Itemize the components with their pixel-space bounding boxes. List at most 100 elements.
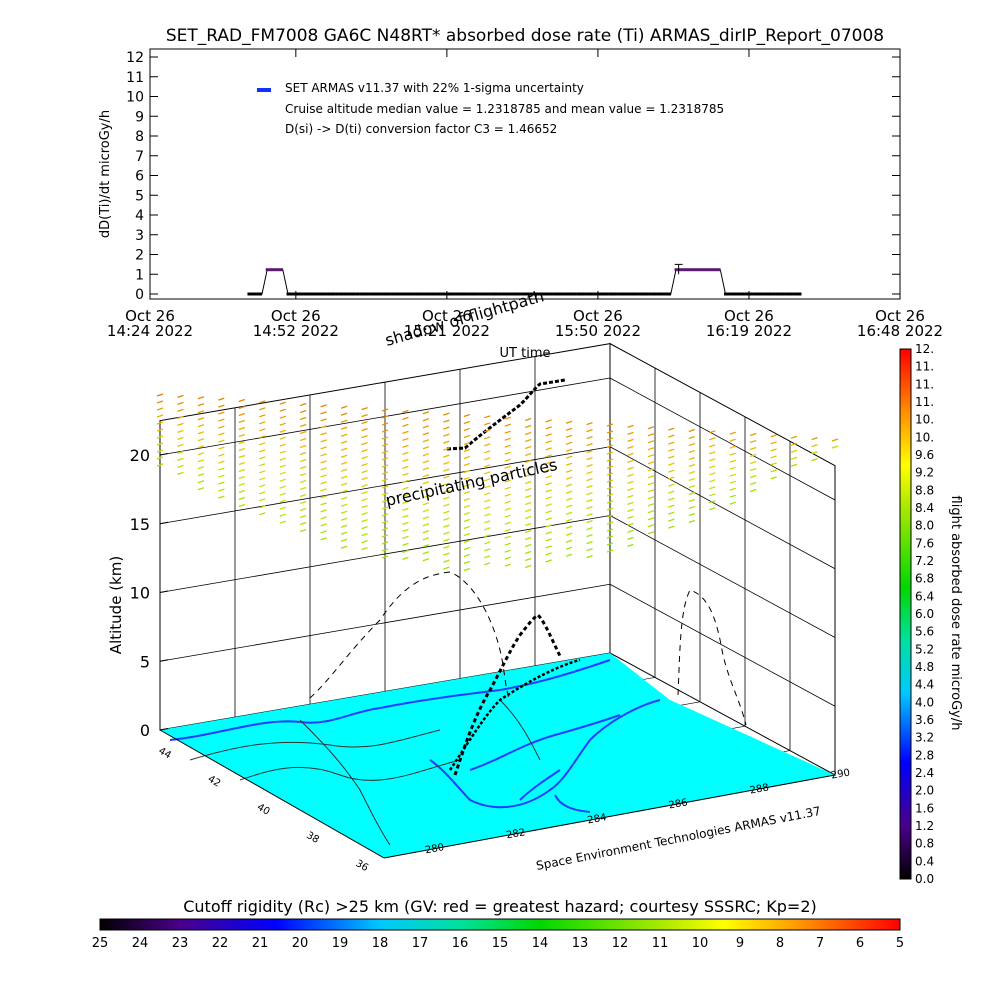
x-tick-label-date: Oct 26	[573, 307, 623, 325]
particle-mark	[811, 458, 818, 462]
precipitating-particles	[156, 393, 839, 572]
particle-mark	[361, 442, 368, 446]
particle-mark	[811, 437, 818, 441]
particle-mark	[320, 404, 327, 408]
dose-point	[758, 292, 762, 296]
dose-point	[300, 292, 304, 296]
dose-point	[639, 292, 643, 296]
particle-mark	[484, 506, 491, 510]
map-land	[160, 653, 835, 858]
particle-mark	[156, 449, 164, 453]
particle-mark	[647, 524, 655, 528]
particle-mark	[606, 514, 614, 518]
dose-point	[645, 292, 649, 296]
particle-mark	[831, 438, 839, 442]
dose-colorbar-tick: 1.6	[915, 801, 934, 815]
particle-mark	[524, 466, 532, 471]
particle-mark	[218, 425, 225, 429]
x-axis-label: UT time	[500, 346, 551, 361]
dose-point	[766, 292, 770, 296]
x-tick-label-date: Oct 26	[724, 307, 774, 325]
particle-mark	[606, 542, 614, 546]
particle-mark	[463, 448, 471, 453]
particle-mark	[320, 516, 327, 520]
dose-colorbar-tick: 6.8	[915, 572, 934, 586]
dose-point	[781, 292, 785, 296]
particle-mark	[402, 409, 409, 413]
dose-point	[495, 292, 499, 296]
particle-mark	[340, 405, 348, 409]
particle-mark	[259, 435, 266, 439]
dose-point	[680, 268, 684, 272]
dose-point	[616, 292, 620, 296]
particle-mark	[565, 525, 573, 529]
dose-point	[778, 292, 782, 296]
dose-point	[303, 292, 307, 296]
particle-mark	[443, 475, 450, 479]
particle-mark	[545, 510, 552, 514]
dose-point	[521, 292, 525, 296]
particle-mark	[299, 493, 307, 498]
particle-mark	[709, 479, 716, 483]
particle-mark	[320, 418, 327, 422]
particle-mark	[361, 414, 368, 418]
dose-point	[518, 292, 522, 296]
particle-mark	[606, 493, 614, 497]
particle-mark	[402, 500, 409, 504]
particle-mark	[606, 535, 614, 539]
particle-mark	[749, 467, 757, 472]
dose-colorbar-tick: 2.8	[915, 748, 934, 762]
dose-point	[741, 292, 745, 296]
particle-mark	[504, 507, 511, 511]
particle-mark	[729, 466, 736, 470]
dose-point	[622, 292, 626, 296]
particle-mark	[381, 422, 389, 426]
particle-mark	[565, 476, 573, 480]
rigidity-colorbar-tick: 16	[452, 936, 469, 951]
particle-mark	[627, 473, 634, 477]
dose-point	[761, 292, 765, 296]
dose-colorbar-tick: 8.4	[915, 501, 934, 515]
particle-mark	[586, 534, 593, 538]
particle-mark	[259, 505, 266, 509]
particle-mark	[668, 448, 675, 452]
dose-point	[268, 268, 272, 272]
dose-colorbar-tick: 9.6	[915, 448, 934, 462]
dose-point	[749, 292, 753, 296]
longitude-ticks: 280 282 284 286 288 290	[424, 767, 851, 856]
particle-mark	[279, 499, 286, 503]
y-tick-label: 5	[135, 188, 144, 204]
particle-mark	[647, 531, 655, 535]
y-tick-label: 2	[135, 248, 144, 264]
particle-mark	[422, 481, 430, 485]
altitude-gridline	[609, 515, 836, 638]
particle-mark	[197, 438, 205, 442]
dose-point	[665, 292, 669, 296]
particle-mark	[443, 412, 450, 416]
particle-mark	[586, 506, 593, 510]
latitude-tick-label: 36	[354, 858, 371, 874]
particle-mark	[381, 471, 389, 475]
particle-mark	[218, 460, 225, 464]
particle-mark	[238, 482, 246, 487]
particle-mark	[545, 552, 552, 556]
dose-colorbar-tick: 11.	[915, 377, 934, 391]
particle-mark	[545, 559, 552, 563]
dose-colorbar-tick: 12.	[915, 342, 934, 356]
particle-mark	[688, 505, 696, 510]
dose-colorbar-tick: 11.	[915, 395, 934, 409]
particle-mark	[402, 542, 409, 546]
coastlines	[169, 659, 661, 813]
particle-mark	[381, 513, 389, 517]
dose-point	[466, 292, 470, 296]
particle-mark	[279, 457, 286, 461]
particle-mark	[443, 503, 450, 507]
particle-mark	[279, 478, 286, 482]
dose-point	[724, 292, 728, 296]
particle-mark	[177, 450, 184, 454]
dose-point	[483, 292, 487, 296]
particle-mark	[484, 541, 491, 545]
particle-mark	[627, 494, 634, 498]
dose-point	[529, 292, 533, 296]
particle-mark	[443, 433, 450, 437]
